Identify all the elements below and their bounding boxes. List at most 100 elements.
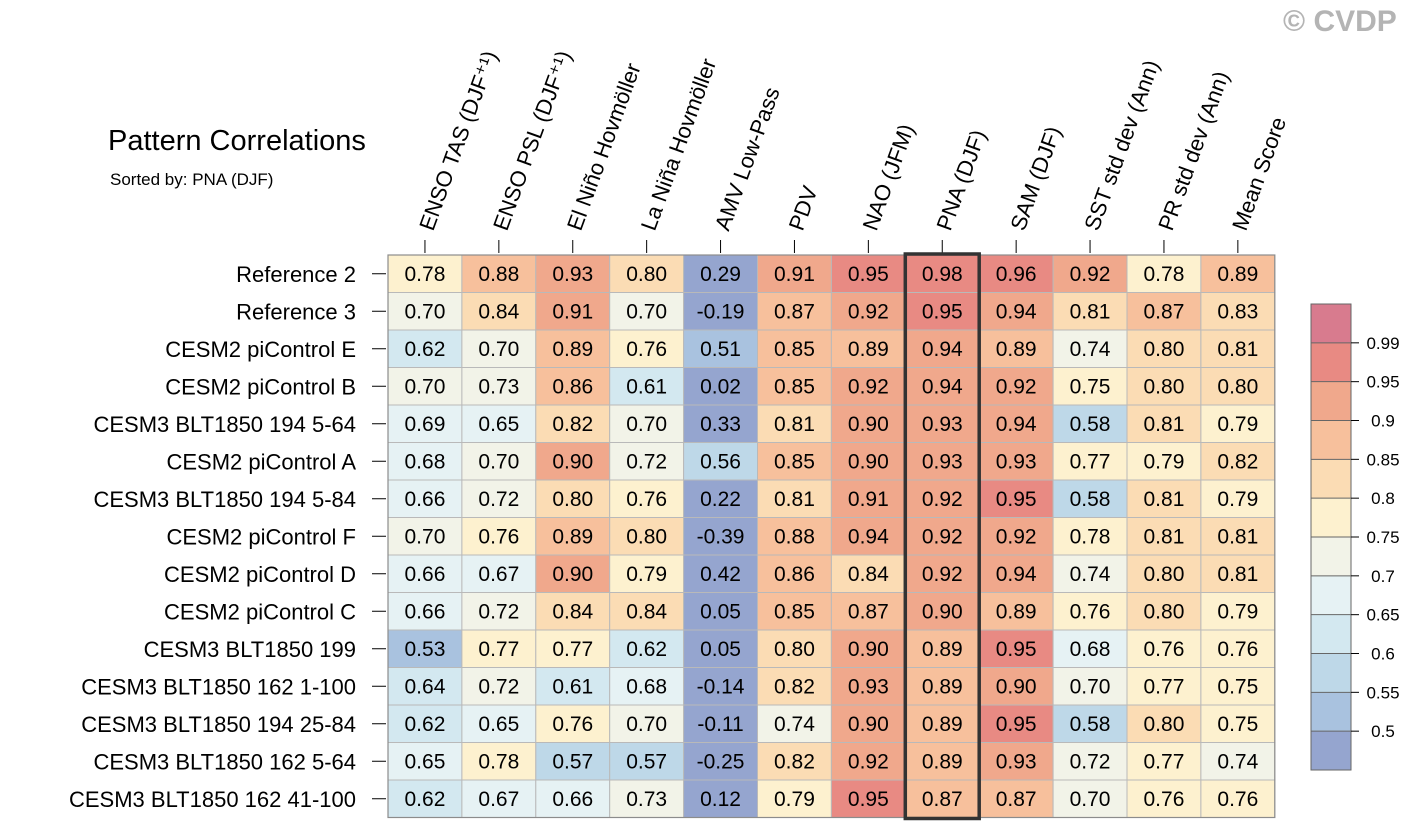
cell-value: 0.89 (922, 675, 963, 698)
heatmap-cell (830, 742, 906, 781)
heatmap-cell (535, 554, 611, 593)
cell-value: 0.70 (1070, 788, 1111, 811)
row-label-reference-2: Reference 2 (236, 262, 356, 287)
cell-value: 0.92 (848, 300, 889, 323)
cell-value: 0.22 (700, 488, 741, 511)
heatmap-cell (757, 479, 832, 518)
heatmap-cells (387, 254, 1276, 819)
cell-value: 0.90 (848, 413, 889, 436)
heatmap-cell (609, 404, 685, 443)
cell-value: 0.72 (478, 675, 519, 698)
cell-value: 0.93 (552, 263, 593, 286)
cell-value: 0.72 (1070, 750, 1111, 773)
colorbar-label: 0.5 (1371, 722, 1395, 741)
cell-value: 0.94 (922, 338, 963, 361)
heatmap-cell (1200, 254, 1276, 293)
heatmap-cell (683, 442, 758, 481)
chart-title: Pattern Correlations (108, 125, 366, 157)
heatmap-cell (1126, 404, 1202, 443)
cell-value: 0.56 (700, 450, 741, 473)
cell-value: 0.80 (552, 488, 593, 511)
cell-value: 0.70 (1070, 675, 1111, 698)
cell-value: 0.89 (1217, 263, 1258, 286)
heatmap-cell (609, 442, 685, 481)
cell-value: 0.87 (774, 300, 815, 323)
cell-value: 0.76 (626, 338, 667, 361)
row-label-cesm2-picontrol-f: CESM2 piControl F (166, 524, 356, 549)
cell-value: 0.73 (478, 375, 519, 398)
colorbar-label: 0.7 (1371, 567, 1395, 586)
cell-value: 0.58 (1070, 413, 1111, 436)
cell-value: 0.75 (1070, 375, 1111, 398)
heatmap-cell (683, 554, 758, 593)
heatmap-cell (830, 367, 906, 406)
heatmap-cell (609, 329, 685, 368)
cell-value: 0.74 (774, 713, 815, 736)
cell-value: 0.83 (1217, 300, 1258, 323)
heatmap-cell (1200, 629, 1276, 668)
heatmap-cell (609, 592, 685, 631)
cell-value: 0.66 (405, 563, 446, 586)
heatmap-cell (1052, 517, 1128, 556)
cell-value: 0.81 (774, 413, 815, 436)
row-label-cesm2-picontrol-b: CESM2 piControl B (165, 374, 356, 399)
cell-value: 0.85 (774, 375, 815, 398)
highlight-column-box (903, 252, 981, 821)
colorbar-segment (1311, 342, 1351, 382)
cell-value: 0.77 (552, 638, 593, 661)
heatmap-cell (757, 667, 832, 706)
column-label-la-nin-a-hovmo-ller: La Niña Hovmöller (636, 55, 721, 234)
heatmap-cell (609, 517, 685, 556)
cell-value: 0.72 (478, 600, 519, 623)
cell-value: 0.80 (626, 525, 667, 548)
cell-value: 0.72 (626, 450, 667, 473)
cell-value: 0.12 (700, 788, 741, 811)
heatmap-cell (1126, 667, 1202, 706)
cell-value: 0.89 (552, 525, 593, 548)
cell-value: 0.76 (1217, 788, 1258, 811)
heatmap-cell (904, 442, 980, 481)
heatmap-cell (387, 667, 463, 706)
heatmap-cell (387, 404, 463, 443)
colorbar-segment (1311, 653, 1351, 693)
cell-value: 0.89 (996, 600, 1037, 623)
cell-value: 0.62 (405, 338, 446, 361)
cell-value: 0.80 (626, 263, 667, 286)
cell-value: 0.70 (405, 525, 446, 548)
cell-value: 0.77 (1144, 750, 1185, 773)
row-label-cesm3-blt1850-194-5-84: CESM3 BLT1850 194 5-84 (93, 487, 356, 512)
cell-value: 0.94 (996, 300, 1037, 323)
cell-value: 0.92 (848, 375, 889, 398)
colorbar-segment (1311, 692, 1351, 732)
heatmap-cell (978, 704, 1054, 743)
cell-value: 0.80 (1144, 375, 1185, 398)
heatmap-cell (535, 704, 611, 743)
cell-value: 0.51 (700, 338, 741, 361)
cell-value: 0.93 (996, 750, 1037, 773)
cell-value: 0.76 (1144, 788, 1185, 811)
heatmap-cell (461, 629, 537, 668)
cell-value: 0.86 (552, 375, 593, 398)
heatmap-border (387, 254, 1276, 819)
heatmap-cell (830, 592, 906, 631)
cell-value: 0.65 (478, 713, 519, 736)
cell-value: 0.78 (1070, 525, 1111, 548)
heatmap-cell (1200, 479, 1276, 518)
cell-value: 0.78 (1144, 263, 1185, 286)
cell-value: 0.57 (552, 750, 593, 773)
heatmap-cell (683, 517, 758, 556)
row-label-cesm3-blt1850-194-5-64: CESM3 BLT1850 194 5-64 (93, 412, 356, 437)
colorbar-segment (1311, 304, 1351, 343)
heatmap-cell (535, 592, 611, 631)
heatmap-cell (1052, 592, 1128, 631)
cell-value: 0.69 (405, 413, 446, 436)
colorbar-label: 0.85 (1366, 450, 1399, 469)
cell-value: 0.79 (626, 563, 667, 586)
cell-value: 0.70 (478, 450, 519, 473)
heatmap-cell (461, 367, 537, 406)
colorbar-segment (1311, 537, 1351, 576)
cell-value: 0.89 (922, 638, 963, 661)
heatmap-cell (1126, 592, 1202, 631)
heatmap-cell (1200, 329, 1276, 368)
